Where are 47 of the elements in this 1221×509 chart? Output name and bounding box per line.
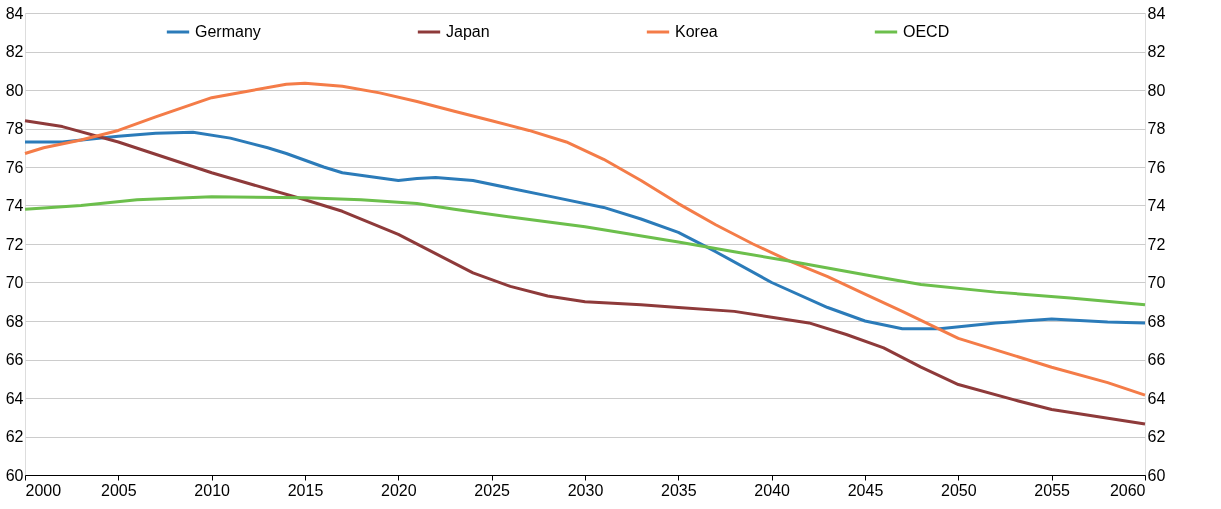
- y-tick-label: 62: [5, 428, 24, 445]
- x-tick-label: 2010: [194, 481, 231, 499]
- y-tick-label: 74: [5, 197, 24, 214]
- line-series: [23, 195, 1147, 307]
- y-tick-label: 80: [5, 81, 24, 99]
- y2-tick-label: 76: [1147, 158, 1166, 176]
- x-tick-label: 2030: [567, 481, 604, 499]
- x-tick-label: 2050: [941, 481, 977, 499]
- legend-label: OECD: [903, 23, 950, 40]
- y-tick-label: 72: [5, 235, 24, 253]
- y-tick-label: 64: [5, 389, 24, 407]
- y2-tick-label: 70: [1147, 274, 1166, 291]
- legend-label: Japan: [446, 23, 490, 40]
- y2-tick-label: 72: [1147, 235, 1166, 253]
- y-tick-label: 84: [5, 4, 24, 22]
- y-tick-label: 68: [5, 312, 24, 330]
- x-tick-label: 2015: [287, 481, 324, 499]
- x-tick-label: 2045: [847, 481, 884, 499]
- y2-tick-label: 60: [1147, 466, 1166, 484]
- x-tick-label: 2000: [25, 481, 62, 499]
- y2-tick-label: 78: [1147, 120, 1166, 137]
- x-tick-label: 2060: [1109, 481, 1146, 499]
- x-tick-label: 2035: [661, 481, 697, 499]
- line-series: [23, 130, 1147, 331]
- y2-tick-label: 68: [1147, 312, 1166, 330]
- y-tick-label: 60: [5, 466, 24, 484]
- y-tick-label: 78: [5, 120, 24, 137]
- y-tick-label: 66: [5, 351, 24, 368]
- x-tick-label: 2055: [1034, 481, 1071, 499]
- y-tick-label: 76: [5, 158, 24, 176]
- y2-tick-label: 84: [1147, 4, 1166, 22]
- line-series: [23, 81, 1147, 397]
- y2-tick-label: 62: [1147, 428, 1166, 445]
- legend-label: Korea: [675, 23, 718, 40]
- x-tick-label: 2020: [381, 481, 417, 499]
- y-tick-label: 82: [5, 43, 24, 60]
- y2-tick-label: 64: [1147, 389, 1166, 407]
- x-tick-label: 2025: [474, 481, 511, 499]
- x-tick-label: 2040: [754, 481, 791, 499]
- y2-tick-label: 74: [1147, 197, 1166, 214]
- x-tick-label: 2005: [101, 481, 137, 499]
- y-tick-label: 70: [5, 274, 24, 291]
- line-series: [23, 119, 1147, 426]
- y2-tick-label: 66: [1147, 351, 1166, 368]
- legend-label: Germany: [195, 23, 261, 40]
- y2-tick-label: 80: [1147, 81, 1166, 99]
- y2-tick-label: 82: [1147, 43, 1166, 60]
